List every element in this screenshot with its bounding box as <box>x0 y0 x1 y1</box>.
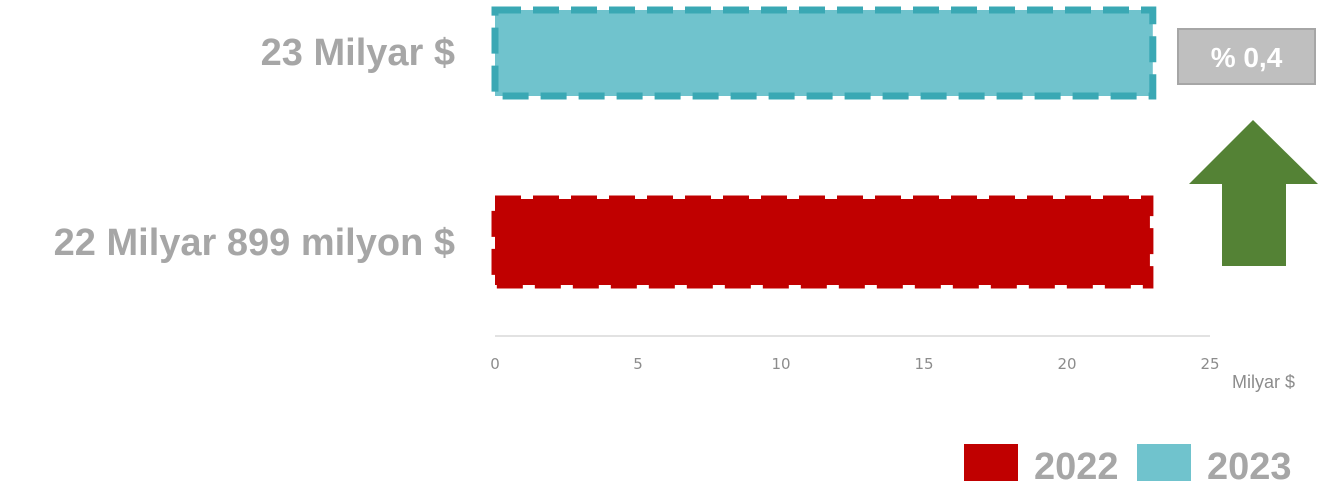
x-tick-label: 0 <box>490 355 500 373</box>
change-percent-box <box>1177 28 1316 85</box>
bars-group <box>491 6 1157 289</box>
category-label-2022: 22 Milyar 899 milyon $ <box>54 222 455 264</box>
x-tick-label: 5 <box>633 355 643 373</box>
x-axis-ticks: 0 5 10 15 20 25 <box>490 355 1219 373</box>
x-tick-label: 25 <box>1200 355 1219 373</box>
x-tick-label: 10 <box>771 355 790 373</box>
up-arrow-icon <box>1189 120 1318 266</box>
change-percent-label: % 0,4 <box>1211 42 1283 73</box>
x-tick-label: 20 <box>1057 355 1076 373</box>
x-tick-label: 15 <box>914 355 933 373</box>
category-label-2023: 23 Milyar $ <box>261 32 455 74</box>
legend-label-2022: 2022 <box>1034 446 1119 488</box>
legend-label-2023: 2023 <box>1207 446 1292 488</box>
bar-2022 <box>491 195 1154 289</box>
x-axis-unit-label: Milyar $ <box>1232 372 1295 392</box>
bar-2023 <box>491 6 1157 100</box>
legend-swatch-2023 <box>1137 444 1191 481</box>
legend-swatch-2022 <box>964 444 1018 481</box>
